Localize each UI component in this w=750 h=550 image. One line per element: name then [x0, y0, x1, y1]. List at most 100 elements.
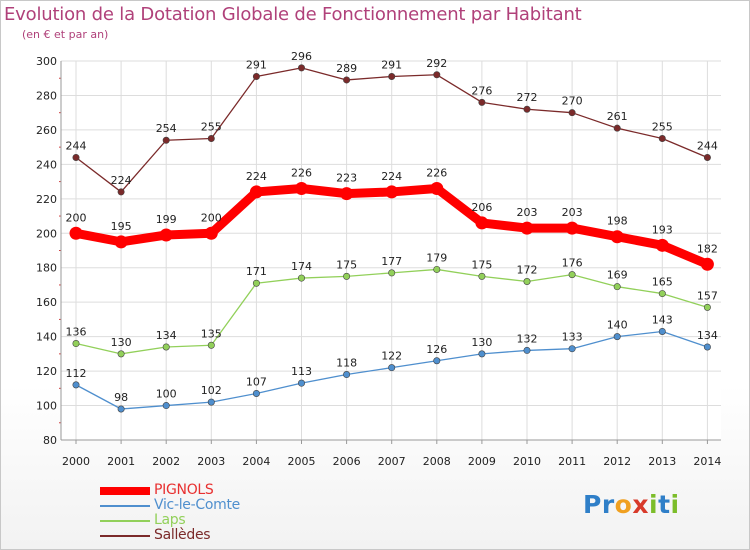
data-label: 206 [471, 201, 492, 214]
data-label: 176 [562, 257, 583, 270]
x-tick-label: 2007 [378, 455, 406, 468]
data-point [613, 124, 621, 132]
data-point [385, 185, 399, 199]
data-label: 292 [426, 57, 447, 70]
y-tick-label: 180 [36, 262, 57, 275]
data-label: 276 [471, 84, 492, 97]
data-label: 254 [156, 122, 177, 135]
data-point [340, 187, 354, 201]
data-label: 272 [517, 91, 538, 104]
data-label: 226 [426, 166, 447, 179]
data-label: 224 [381, 170, 402, 183]
chart-title: Evolution de la Dotation Globale de Fonc… [4, 4, 582, 25]
legend-swatch [100, 520, 150, 522]
data-point [700, 257, 714, 271]
data-point [162, 402, 170, 410]
data-label: 223 [336, 172, 357, 185]
data-point [703, 303, 711, 311]
data-label: 255 [652, 121, 673, 134]
x-tick-label: 2000 [62, 455, 90, 468]
data-point [523, 105, 531, 113]
data-label: 122 [381, 350, 402, 363]
data-point [478, 272, 486, 280]
data-point [430, 181, 444, 195]
data-label: 172 [517, 264, 538, 277]
data-point [433, 357, 441, 365]
y-tick-label: 120 [36, 365, 57, 378]
data-label: 100 [156, 388, 177, 401]
data-label: 244 [697, 139, 718, 152]
y-tick-label: 300 [36, 55, 57, 68]
data-label: 107 [246, 375, 267, 388]
x-tick-label: 2006 [333, 455, 361, 468]
data-label: 134 [697, 329, 718, 342]
data-label: 174 [291, 260, 312, 273]
data-label: 226 [291, 166, 312, 179]
data-point [655, 238, 669, 252]
y-tick-label: 80 [43, 434, 57, 447]
data-label: 195 [111, 220, 132, 233]
x-tick-label: 2001 [107, 455, 135, 468]
data-point [343, 272, 351, 280]
data-point [388, 364, 396, 372]
data-label: 113 [291, 365, 312, 378]
data-label: 165 [652, 276, 673, 289]
data-label: 118 [336, 357, 357, 370]
data-point [658, 290, 666, 298]
data-label: 169 [607, 269, 628, 282]
x-tick-label: 2003 [197, 455, 225, 468]
data-label: 182 [697, 242, 718, 255]
data-point [117, 350, 125, 358]
data-point [388, 269, 396, 277]
data-label: 171 [246, 265, 267, 278]
x-tick-label: 2004 [242, 455, 270, 468]
data-label: 135 [201, 327, 222, 340]
data-label: 112 [66, 367, 87, 380]
data-label: 200 [201, 211, 222, 224]
data-point [613, 283, 621, 291]
plot-area [61, 61, 721, 440]
data-point [565, 221, 579, 235]
data-point [568, 271, 576, 279]
data-label: 177 [381, 255, 402, 268]
data-label: 136 [66, 326, 87, 339]
data-point [658, 327, 666, 335]
data-label: 296 [291, 50, 312, 63]
data-point [703, 153, 711, 161]
data-label: 132 [517, 332, 538, 345]
legend-label: Laps [154, 512, 186, 528]
data-point [162, 136, 170, 144]
data-point [252, 73, 260, 81]
data-label: 224 [246, 170, 267, 183]
data-point [433, 265, 441, 273]
data-label: 133 [562, 331, 583, 344]
data-point [117, 405, 125, 413]
data-point [523, 346, 531, 354]
data-point [252, 279, 260, 287]
data-label: 291 [246, 59, 267, 72]
legend-label: Vic-le-Comte [154, 497, 240, 513]
x-tick-label: 2012 [603, 455, 631, 468]
data-point [343, 371, 351, 379]
data-label: 193 [652, 223, 673, 236]
data-point [249, 185, 263, 199]
data-label: 175 [471, 258, 492, 271]
data-label: 130 [111, 336, 132, 349]
data-label: 255 [201, 121, 222, 134]
data-label: 126 [426, 343, 447, 356]
data-point [568, 109, 576, 117]
y-tick-label: 140 [36, 331, 57, 344]
data-point [475, 216, 489, 230]
data-point [433, 71, 441, 79]
y-tick-label: 160 [36, 296, 57, 309]
x-tick-label: 2009 [468, 455, 496, 468]
data-label: 261 [607, 110, 628, 123]
data-label: 289 [336, 62, 357, 75]
x-tick-label: 2014 [693, 455, 721, 468]
y-tick-label: 200 [36, 227, 57, 240]
y-tick-label: 240 [36, 158, 57, 171]
data-label: 291 [381, 59, 402, 72]
y-tick-label: 260 [36, 124, 57, 137]
data-point [69, 226, 83, 240]
